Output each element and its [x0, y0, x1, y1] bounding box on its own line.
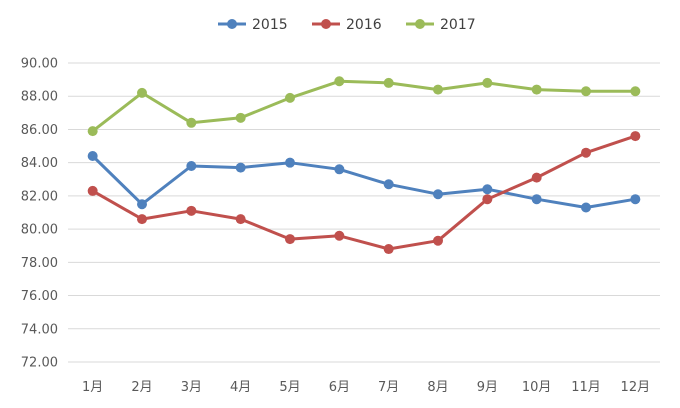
data-point — [334, 76, 345, 87]
data-point — [482, 194, 493, 205]
data-point — [186, 160, 197, 171]
data-point — [630, 131, 641, 142]
legend-swatch-marker — [227, 19, 237, 29]
y-tick-label: 86.00 — [21, 123, 58, 138]
legend-label: 2015 — [252, 17, 288, 33]
data-point — [334, 230, 345, 241]
data-point — [186, 117, 197, 128]
data-point — [581, 86, 591, 97]
data-point — [383, 179, 394, 190]
x-tick-label: 4月 — [230, 380, 251, 395]
x-axis-labels: 1月 2月 3月 4月 5月 6月 7月 8月 9月 10月 11月 12月 — [82, 380, 650, 395]
data-point — [383, 244, 394, 255]
legend-label: 2016 — [346, 17, 382, 33]
x-tick-label: 6月 — [329, 380, 350, 395]
legend-item-2015: 2015 — [218, 17, 288, 33]
y-tick-label: 72.00 — [21, 356, 58, 371]
x-tick-label: 12月 — [621, 380, 651, 395]
data-point — [137, 199, 147, 210]
data-point — [285, 92, 295, 103]
y-tick-label: 78.00 — [21, 256, 58, 271]
data-point — [482, 77, 493, 88]
legend-label: 2017 — [440, 17, 476, 33]
series-line-2015 — [91, 154, 637, 209]
y-tick-label: 76.00 — [21, 289, 58, 304]
data-point — [285, 157, 295, 168]
data-point — [531, 172, 542, 183]
data-point — [87, 185, 98, 196]
series-group — [87, 76, 641, 255]
data-point — [285, 234, 295, 245]
data-point — [235, 112, 246, 123]
data-point — [87, 126, 98, 137]
data-point — [137, 87, 147, 98]
data-point — [383, 77, 394, 88]
y-tick-label: 84.00 — [21, 156, 58, 171]
data-point — [235, 162, 246, 173]
legend: 2015 2016 2017 — [218, 17, 476, 33]
legend-swatch-marker — [415, 19, 425, 29]
data-point — [531, 194, 542, 205]
data-point — [87, 151, 98, 162]
y-tick-label: 90.00 — [21, 57, 58, 72]
x-tick-label: 3月 — [181, 380, 202, 395]
y-tick-label: 74.00 — [21, 322, 58, 337]
legend-item-2016: 2016 — [312, 17, 382, 33]
y-tick-label: 82.00 — [21, 189, 58, 204]
data-point — [137, 214, 147, 225]
y-axis-labels: 72.00 74.00 76.00 78.00 80.00 82.00 84.00 86.00… — [21, 57, 58, 371]
data-point — [581, 202, 591, 213]
data-point — [531, 84, 542, 95]
series-2017 — [87, 76, 641, 137]
data-point — [630, 194, 641, 205]
series-line-2017 — [91, 79, 637, 133]
x-tick-label: 8月 — [427, 380, 448, 395]
y-tick-label: 80.00 — [21, 223, 58, 238]
data-point — [433, 235, 443, 246]
series-2016 — [87, 131, 641, 255]
x-tick-label: 2月 — [131, 380, 152, 395]
x-tick-label: 11月 — [571, 380, 601, 395]
data-point — [433, 189, 443, 200]
data-point — [186, 205, 197, 216]
series-line-2016 — [91, 134, 637, 251]
y-tick-label: 88.00 — [21, 90, 58, 105]
x-tick-label: 7月 — [378, 380, 399, 395]
legend-item-2017: 2017 — [406, 17, 476, 33]
data-point — [235, 214, 246, 225]
data-point — [433, 84, 443, 95]
gridlines — [68, 62, 660, 363]
x-tick-label: 5月 — [279, 380, 300, 395]
data-point — [334, 164, 345, 175]
data-point — [482, 184, 493, 195]
series-2015 — [87, 151, 641, 213]
x-tick-label: 10月 — [522, 380, 552, 395]
data-point — [630, 86, 641, 97]
legend-swatch-marker — [321, 19, 331, 29]
x-tick-label: 9月 — [477, 380, 498, 395]
x-tick-label: 1月 — [82, 380, 103, 395]
data-point — [581, 147, 591, 158]
